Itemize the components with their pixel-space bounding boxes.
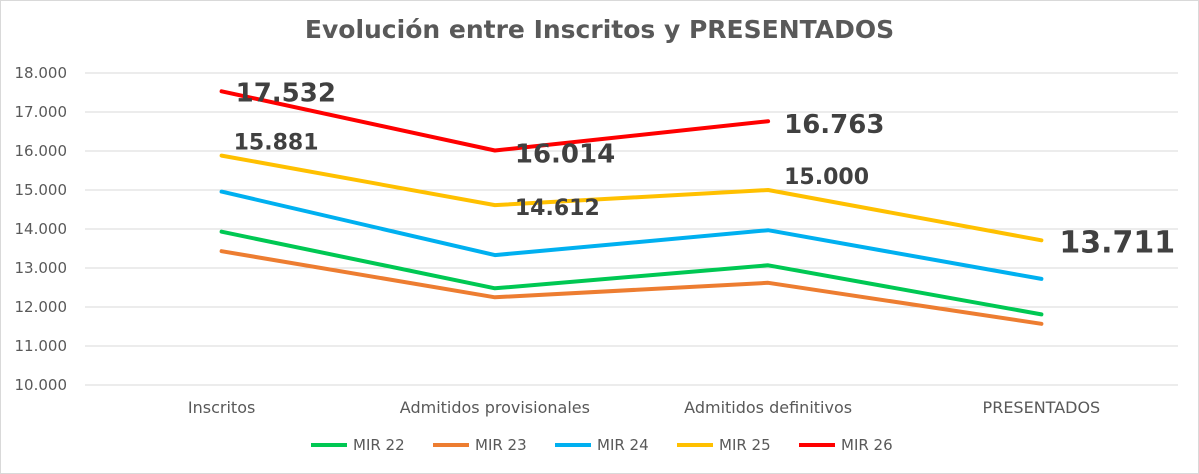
y-tick-label: 18.000: [15, 64, 68, 82]
x-category-label: Inscritos: [188, 398, 255, 417]
data-label: 13.711: [1059, 225, 1175, 260]
x-category-label: Admitidos definitivos: [684, 398, 852, 417]
y-tick-label: 16.000: [15, 142, 68, 160]
y-tick-label: 12.000: [15, 298, 68, 316]
legend-label: MIR 24: [597, 436, 649, 454]
x-category-label: PRESENTADOS: [983, 398, 1101, 417]
series-line-mir-25: [219, 153, 1044, 243]
legend-label: MIR 23: [475, 436, 527, 454]
legend: MIR 22 MIR 23 MIR 24 MIR 25 MIR 26: [311, 436, 893, 454]
y-tick-label: 10.000: [15, 376, 68, 394]
x-category-label: Admitidos provisionales: [400, 398, 590, 417]
chart-title: Evolución entre Inscritos y PRESENTADOS: [304, 15, 895, 44]
y-tick-label: 11.000: [15, 337, 68, 355]
data-label: 15.000: [784, 165, 869, 190]
gridlines: [85, 72, 1178, 386]
series-line-mir-26: [219, 89, 771, 153]
data-label: 14.612: [515, 196, 600, 221]
legend-label: MIR 26: [841, 436, 893, 454]
y-tick-label: 14.000: [15, 220, 68, 238]
y-tick-label: 13.000: [15, 259, 68, 277]
y-tick-label: 17.000: [15, 103, 68, 121]
legend-label: MIR 25: [719, 436, 771, 454]
data-label: 15.881: [234, 131, 319, 156]
data-labels: 15.881 14.612 15.000 13.711 17.532 16.014 16.7…: [234, 78, 1176, 260]
data-label: 16.014: [515, 139, 615, 169]
series-line-mir-22: [219, 229, 1044, 317]
series-line-mir-23: [219, 249, 1044, 326]
series-lines: [219, 89, 1044, 326]
y-axis-ticks: 10.000 11.000 12.000 13.000 14.000 15.000 16.0…: [15, 64, 68, 394]
x-axis-categories: Inscritos Admitidos provisionales Admitido…: [188, 398, 1100, 417]
y-tick-label: 15.000: [15, 181, 68, 199]
data-label: 16.763: [784, 110, 884, 140]
data-label: 17.532: [236, 78, 336, 108]
series-line-mir-24: [219, 189, 1044, 281]
legend-label: MIR 22: [353, 436, 405, 454]
